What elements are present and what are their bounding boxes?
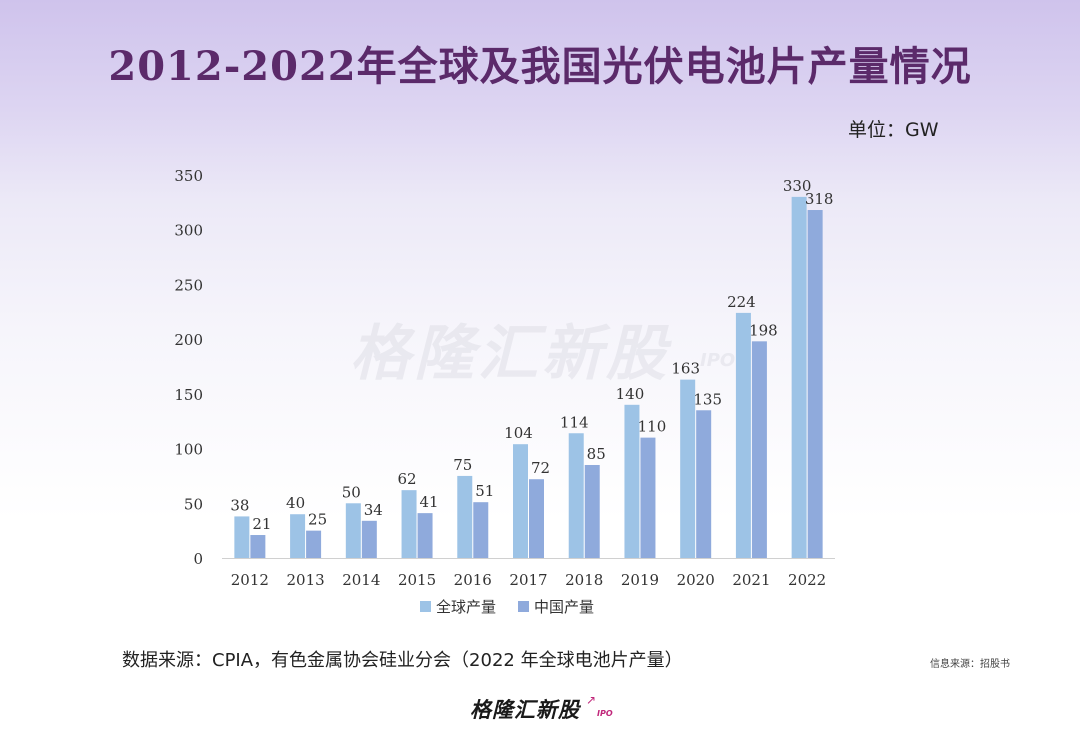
data-label-global: 224 — [727, 293, 756, 311]
bar-china — [250, 535, 266, 558]
y-tick-label: 250 — [174, 276, 203, 294]
bar-china — [807, 210, 823, 558]
bar-china — [640, 437, 656, 558]
bar-global — [624, 404, 640, 558]
data-label-global: 163 — [671, 360, 700, 378]
data-label-global: 50 — [342, 483, 361, 501]
bar-china — [751, 341, 767, 558]
x-tick-label: 2017 — [509, 571, 547, 589]
x-tick-label: 2022 — [788, 571, 826, 589]
brand-arrow-icon: ↗ — [586, 693, 597, 707]
y-tick-label: 200 — [174, 331, 203, 349]
bar-global — [791, 196, 807, 558]
y-tick-label: 0 — [193, 550, 203, 568]
y-tick-label: 150 — [174, 386, 203, 404]
data-label-global: 38 — [230, 496, 249, 514]
x-tick-label: 2012 — [231, 571, 269, 589]
data-label-china: 34 — [364, 501, 383, 519]
bar-china — [417, 513, 433, 558]
legend-label-china: 中国产量 — [534, 598, 594, 616]
bar-china — [306, 530, 322, 558]
legend-swatch-global — [420, 601, 431, 612]
data-label-china: 41 — [419, 493, 438, 511]
data-label-china: 21 — [252, 515, 271, 533]
bar-china — [473, 502, 489, 558]
bar-global — [290, 514, 306, 558]
bar-global — [457, 475, 473, 558]
brand-sub: IPO — [597, 709, 613, 718]
bar-global — [401, 490, 417, 558]
x-tick-label: 2020 — [677, 571, 715, 589]
bar-global — [234, 516, 250, 558]
data-label-china: 135 — [693, 390, 722, 408]
info-credit: 信息来源：招股书 — [930, 659, 1010, 670]
bar-china — [361, 520, 377, 558]
x-tick-label: 2021 — [732, 571, 770, 589]
y-tick-label: 100 — [174, 441, 203, 459]
bar-global — [513, 444, 528, 558]
data-label-global: 140 — [616, 385, 645, 403]
bar-global — [680, 379, 696, 558]
data-label-china: 25 — [308, 511, 327, 529]
data-label-china: 85 — [587, 445, 606, 463]
y-tick-label: 350 — [174, 167, 203, 185]
x-tick-label: 2015 — [398, 571, 436, 589]
legend-label-global: 全球产量 — [436, 598, 496, 616]
x-tick-label: 2019 — [621, 571, 659, 589]
data-label-china: 72 — [531, 459, 550, 477]
bar-china — [584, 464, 600, 558]
data-label-global: 40 — [286, 494, 305, 512]
y-tick-label: 300 — [174, 222, 203, 240]
data-label-global: 104 — [504, 424, 533, 442]
data-label-global: 75 — [453, 456, 472, 474]
y-tick-label: 50 — [184, 495, 203, 513]
x-tick-label: 2016 — [454, 571, 492, 589]
x-tick-label: 2018 — [565, 571, 603, 589]
data-source: 数据来源：CPIA，有色金属协会硅业分会（2022 年全球电池片产量） — [122, 650, 683, 671]
data-label-china: 51 — [475, 482, 494, 500]
x-tick-label: 2013 — [286, 571, 324, 589]
x-tick-label: 2014 — [342, 571, 380, 589]
unit-label: 单位：GW — [848, 119, 939, 141]
data-label-china: 110 — [638, 418, 667, 436]
data-label-china: 318 — [805, 190, 834, 208]
data-label-global: 114 — [560, 413, 589, 431]
bar-china — [696, 410, 712, 558]
data-label-china: 198 — [749, 321, 778, 339]
bar-china — [529, 479, 544, 558]
watermark-sub: IPO — [700, 350, 736, 371]
legend-swatch-china — [518, 601, 529, 612]
data-label-global: 330 — [783, 177, 812, 195]
brand-logo: 格隆汇新股 — [470, 698, 580, 722]
page-title: 2012-2022年全球及我国光伏电池片产量情况 — [108, 43, 972, 90]
bar-global — [568, 433, 584, 558]
data-label-global: 62 — [397, 470, 416, 488]
bar-global — [735, 312, 751, 558]
bar-global — [345, 503, 361, 558]
